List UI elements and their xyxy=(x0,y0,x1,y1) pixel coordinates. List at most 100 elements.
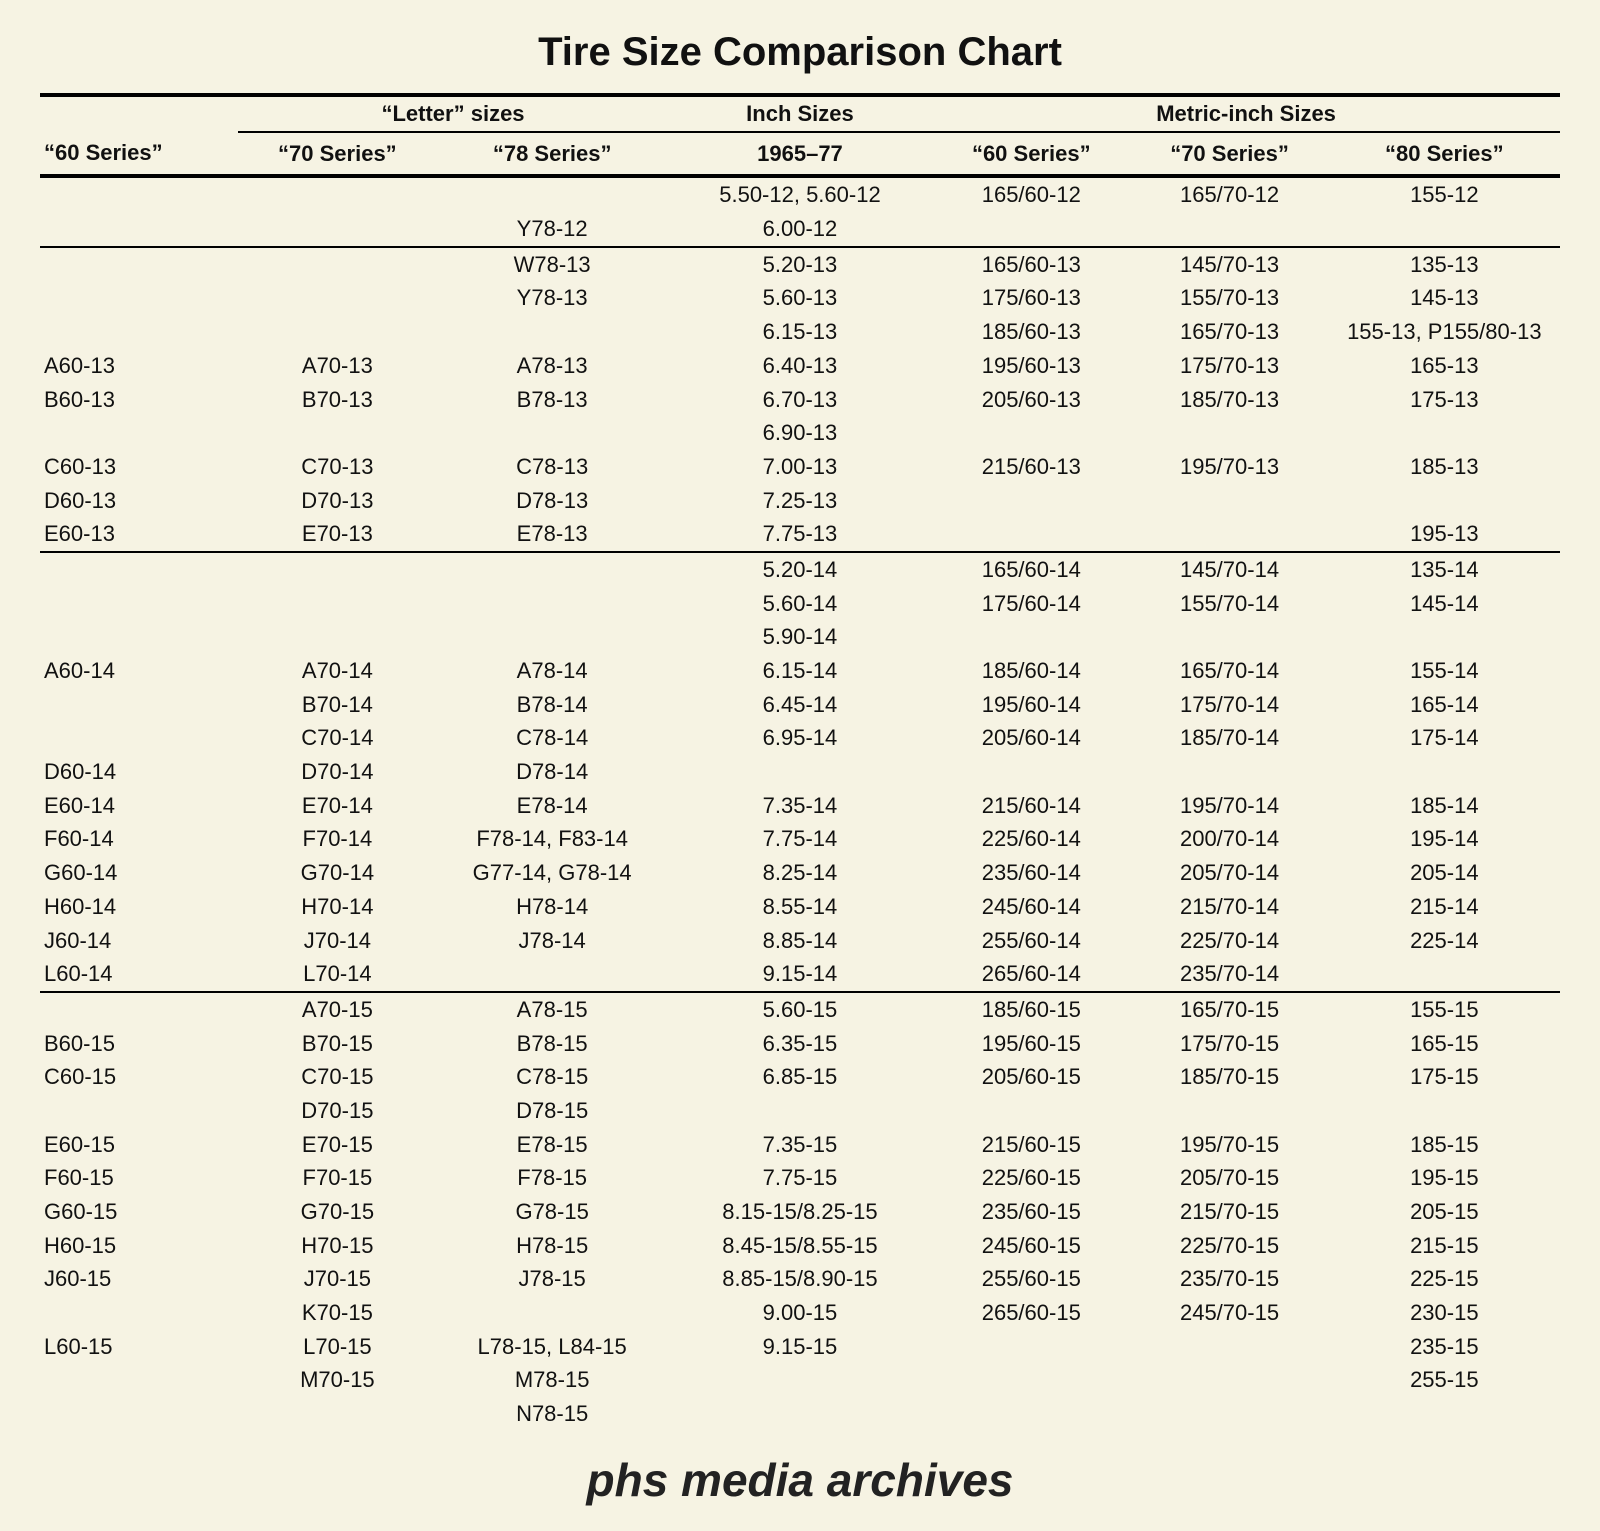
table-cell xyxy=(238,587,436,621)
table-cell: 245/60-15 xyxy=(932,1229,1130,1263)
table-cell: F70-14 xyxy=(238,822,436,856)
header-group-metric: Metric-inch Sizes xyxy=(932,95,1560,132)
table-cell: A78-13 xyxy=(437,349,668,383)
table-cell xyxy=(40,721,238,755)
table-cell: 175/60-13 xyxy=(932,281,1130,315)
table-cell: A70-14 xyxy=(238,654,436,688)
table-cell xyxy=(238,553,436,587)
table-cell: B78-15 xyxy=(437,1027,668,1061)
table-cell: 185-14 xyxy=(1329,789,1560,823)
table-cell: 145-13 xyxy=(1329,281,1560,315)
table-cell: 225/70-14 xyxy=(1130,924,1328,958)
table-cell: 265/60-14 xyxy=(932,957,1130,992)
table-cell: J60-15 xyxy=(40,1262,238,1296)
table-cell: 255/60-15 xyxy=(932,1262,1130,1296)
table-cell xyxy=(40,281,238,315)
table-row: W78-135.20-13165/60-13145/70-13135-13 xyxy=(40,248,1560,282)
table-cell: D78-14 xyxy=(437,755,668,789)
table-cell: B60-13 xyxy=(40,383,238,417)
table-cell xyxy=(1329,1397,1560,1431)
table-cell: E78-15 xyxy=(437,1128,668,1162)
page-title: Tire Size Comparison Chart xyxy=(40,30,1560,75)
table-row: F60-15F70-15F78-157.75-15225/60-15205/70… xyxy=(40,1161,1560,1195)
column-header: “70 Series” xyxy=(1130,132,1328,177)
table-cell: 8.85-15/8.90-15 xyxy=(668,1262,932,1296)
table-cell xyxy=(40,416,238,450)
table-cell: 205/70-15 xyxy=(1130,1161,1328,1195)
table-row: 5.50-12, 5.60-12165/60-12165/70-12155-12 xyxy=(40,176,1560,212)
table-cell: 215/60-13 xyxy=(932,450,1130,484)
table-cell: J78-14 xyxy=(437,924,668,958)
table-row: 5.90-14 xyxy=(40,620,1560,654)
table-cell xyxy=(1329,1094,1560,1128)
table-cell: 8.15-15/8.25-15 xyxy=(668,1195,932,1229)
table-cell: 5.60-14 xyxy=(668,587,932,621)
table-cell xyxy=(40,315,238,349)
table-cell: 155-13, P155/80-13 xyxy=(1329,315,1560,349)
header-group-row: “Letter” sizes Inch Sizes Metric-inch Si… xyxy=(40,95,1560,132)
table-cell xyxy=(1130,620,1328,654)
table-row: A60-14A70-14A78-146.15-14185/60-14165/70… xyxy=(40,654,1560,688)
table-row: Y78-126.00-12 xyxy=(40,212,1560,247)
table-cell: 215/70-15 xyxy=(1130,1195,1328,1229)
table-cell: 205-14 xyxy=(1329,856,1560,890)
table-cell: 6.00-12 xyxy=(668,212,932,247)
table-cell: L60-14 xyxy=(40,957,238,992)
table-cell: 230-15 xyxy=(1329,1296,1560,1330)
table-cell: C60-15 xyxy=(40,1060,238,1094)
table-cell: N78-15 xyxy=(437,1397,668,1431)
header-group-blank xyxy=(40,95,238,132)
table-cell: 195-13 xyxy=(1329,517,1560,552)
table-cell: 185-15 xyxy=(1329,1128,1560,1162)
table-cell xyxy=(668,1397,932,1431)
table-cell: 265/60-15 xyxy=(932,1296,1130,1330)
table-row: B70-14B78-146.45-14195/60-14175/70-14165… xyxy=(40,688,1560,722)
table-cell: 155/70-14 xyxy=(1130,587,1328,621)
table-cell: C70-15 xyxy=(238,1060,436,1094)
table-row: 5.60-14175/60-14155/70-14145-14 xyxy=(40,587,1560,621)
table-cell: 225/60-14 xyxy=(932,822,1130,856)
table-row: B60-13B70-13B78-136.70-13205/60-13185/70… xyxy=(40,383,1560,417)
table-row: G60-14G70-14G77-14, G78-148.25-14235/60-… xyxy=(40,856,1560,890)
table-cell: D78-13 xyxy=(437,484,668,518)
column-header: “70 Series” xyxy=(238,132,436,177)
table-cell: 9.15-15 xyxy=(668,1330,932,1364)
table-cell xyxy=(238,212,436,247)
table-cell: C70-13 xyxy=(238,450,436,484)
table-cell xyxy=(40,212,238,247)
table-cell: 6.35-15 xyxy=(668,1027,932,1061)
table-cell: G78-15 xyxy=(437,1195,668,1229)
table-cell xyxy=(1329,620,1560,654)
table-cell: E78-13 xyxy=(437,517,668,552)
table-cell: A78-14 xyxy=(437,654,668,688)
table-cell: 5.60-13 xyxy=(668,281,932,315)
table-cell: 7.75-13 xyxy=(668,517,932,552)
table-cell: F60-14 xyxy=(40,822,238,856)
table-row: C60-13C70-13C78-137.00-13215/60-13195/70… xyxy=(40,450,1560,484)
table-cell: 195/70-14 xyxy=(1130,789,1328,823)
table-cell: 225-15 xyxy=(1329,1262,1560,1296)
table-cell: C70-14 xyxy=(238,721,436,755)
table-cell: 8.25-14 xyxy=(668,856,932,890)
table-cell: 215-14 xyxy=(1329,890,1560,924)
column-header: “78 Series” xyxy=(437,132,668,177)
table-cell xyxy=(932,755,1130,789)
table-cell: 6.85-15 xyxy=(668,1060,932,1094)
table-row: B60-15B70-15B78-156.35-15195/60-15175/70… xyxy=(40,1027,1560,1061)
table-cell: 8.85-14 xyxy=(668,924,932,958)
table-cell: A70-15 xyxy=(238,993,436,1027)
table-cell: 165-14 xyxy=(1329,688,1560,722)
table-cell: 165-15 xyxy=(1329,1027,1560,1061)
table-cell xyxy=(238,176,436,212)
table-cell: D70-14 xyxy=(238,755,436,789)
table-cell xyxy=(437,553,668,587)
table-cell xyxy=(1130,755,1328,789)
table-cell: 7.75-15 xyxy=(668,1161,932,1195)
table-cell: 165/70-13 xyxy=(1130,315,1328,349)
table-cell: 215/70-14 xyxy=(1130,890,1328,924)
table-cell: 8.45-15/8.55-15 xyxy=(668,1229,932,1263)
table-cell: D70-15 xyxy=(238,1094,436,1128)
table-cell: G70-15 xyxy=(238,1195,436,1229)
table-cell: 185/60-15 xyxy=(932,993,1130,1027)
table-cell: D60-14 xyxy=(40,755,238,789)
